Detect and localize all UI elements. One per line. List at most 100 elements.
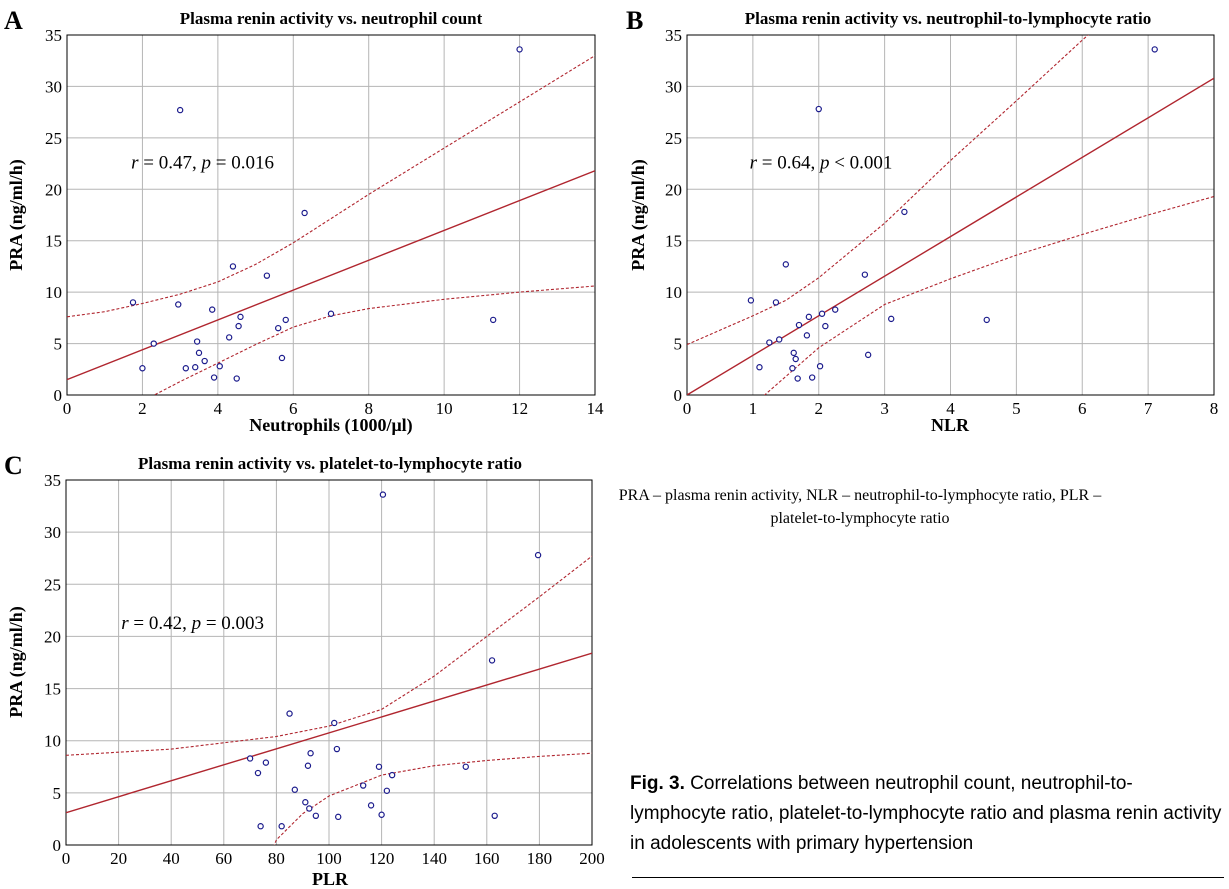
chart-title-b: Plasma renin activity vs. neutrophil-to-… xyxy=(745,9,1151,28)
x-tick-label-b-2: 2 xyxy=(815,399,824,418)
x-tick-label-c-10: 200 xyxy=(579,849,605,868)
data-points-a xyxy=(129,46,523,382)
x-tick-label-a-2: 4 xyxy=(214,399,223,418)
caption-label: Fig. 3. xyxy=(630,773,685,794)
x-tick-label-b-1: 1 xyxy=(749,399,758,418)
data-point-c-10 xyxy=(307,750,314,757)
y-tick-label-c-5: 25 xyxy=(44,575,61,594)
y-tick-label-c-1: 5 xyxy=(53,784,62,803)
data-point-a-15 xyxy=(233,375,240,382)
data-point-c-23 xyxy=(488,657,496,664)
x-tick-label-a-3: 6 xyxy=(289,399,298,418)
y-axis-label-b: PRA (ng/ml/h) xyxy=(628,159,649,271)
y-tick-label-c-2: 10 xyxy=(44,732,61,751)
data-point-b-0 xyxy=(747,297,755,304)
data-point-c-24 xyxy=(491,812,498,820)
caption-text: Correlations between neutrophil count, n… xyxy=(630,773,1222,854)
data-point-c-11 xyxy=(312,812,320,820)
data-point-a-7 xyxy=(193,338,201,345)
data-point-a-17 xyxy=(237,313,244,321)
data-point-c-9 xyxy=(306,805,313,812)
data-point-a-19 xyxy=(275,324,282,332)
x-tick-label-c-5: 100 xyxy=(316,849,342,868)
data-point-c-19 xyxy=(379,491,387,498)
r-symbol-a: r xyxy=(131,153,139,174)
data-points-c xyxy=(246,491,542,830)
panel-letter-b: B xyxy=(626,6,643,35)
confidence-band-upper-a xyxy=(67,55,595,318)
data-point-b-9 xyxy=(794,375,801,382)
correlation-annotation-b: r = 0.64, p < 0.001 xyxy=(750,153,893,174)
data-point-b-8 xyxy=(792,355,799,363)
y-tick-label-a-5: 25 xyxy=(45,129,62,148)
tick-labels-c: 0 20 40 60 80 100 120 140 160 180 200 0 5 10 15 20 25 30 3… xyxy=(44,471,605,868)
data-point-a-6 xyxy=(192,364,199,371)
x-tick-label-a-0: 0 xyxy=(63,399,72,418)
x-axis-label-c: PLR xyxy=(312,869,349,889)
gridlines-c xyxy=(66,480,592,845)
y-tick-label-b-6: 30 xyxy=(665,77,682,96)
data-point-a-5 xyxy=(182,365,189,372)
data-point-c-17 xyxy=(375,763,383,770)
data-point-c-6 xyxy=(291,786,299,793)
y-tick-label-b-7: 35 xyxy=(665,26,682,45)
data-point-a-4 xyxy=(176,106,184,114)
data-point-c-2 xyxy=(257,823,264,830)
data-point-a-3 xyxy=(175,301,182,308)
p-symbol-b: p xyxy=(818,153,830,174)
plot-frame-a xyxy=(66,34,596,396)
panel-letter-a: A xyxy=(4,6,23,35)
data-point-a-8 xyxy=(195,349,203,357)
data-point-c-22 xyxy=(462,763,469,770)
data-point-b-17 xyxy=(822,322,829,330)
caption-rule xyxy=(632,877,1224,878)
data-point-a-10 xyxy=(208,306,216,313)
data-point-a-16 xyxy=(235,322,242,330)
p-value-b: < 0.001 xyxy=(829,153,892,174)
y-tick-label-c-4: 20 xyxy=(44,627,61,646)
x-tick-label-a-5: 10 xyxy=(436,399,453,418)
y-tick-label-b-3: 15 xyxy=(665,232,682,251)
correlation-annotation-a: r = 0.47, p = 0.016 xyxy=(131,153,274,174)
x-tick-label-b-3: 3 xyxy=(880,399,889,418)
x-tick-label-c-0: 0 xyxy=(62,849,71,868)
confidence-band-upper-b xyxy=(687,35,1089,346)
panel-letter-c: C xyxy=(4,451,23,480)
x-tick-label-b-4: 4 xyxy=(946,399,955,418)
data-point-a-11 xyxy=(210,374,218,381)
x-tick-label-c-1: 20 xyxy=(110,849,127,868)
y-tick-label-a-1: 5 xyxy=(54,335,63,354)
y-tick-label-c-6: 30 xyxy=(44,523,61,542)
chart-title-a: Plasma renin activity vs. neutrophil cou… xyxy=(180,9,483,28)
y-axis-label-c: PRA (ng/ml/h) xyxy=(6,606,27,718)
confidence-band-lower-a xyxy=(153,285,595,395)
x-tick-label-b-7: 7 xyxy=(1144,399,1153,418)
data-points-b xyxy=(747,46,1158,382)
confidence-bands-b xyxy=(687,35,1214,395)
y-tick-label-b-0: 0 xyxy=(674,386,683,405)
x-tick-label-a-7: 14 xyxy=(587,399,605,418)
x-tick-label-c-4: 80 xyxy=(268,849,285,868)
y-tick-label-b-4: 20 xyxy=(665,180,682,199)
data-point-b-15 xyxy=(816,363,824,370)
data-point-b-18 xyxy=(832,306,839,313)
regression-line-b xyxy=(687,77,1214,395)
plot-frame-b xyxy=(686,34,1215,396)
panel-c: C Plasma renin activity vs. platelet-to-… xyxy=(4,451,605,889)
fit-line-c xyxy=(66,652,592,814)
y-tick-label-a-7: 35 xyxy=(45,26,62,45)
data-point-c-20 xyxy=(383,787,391,794)
x-tick-label-c-8: 160 xyxy=(474,849,500,868)
data-point-a-21 xyxy=(282,316,289,324)
data-point-a-20 xyxy=(278,354,286,362)
y-tick-label-a-4: 20 xyxy=(45,180,62,199)
confidence-bands-a xyxy=(67,55,595,395)
data-point-b-13 xyxy=(808,374,816,381)
data-point-c-16 xyxy=(367,802,375,809)
data-point-c-15 xyxy=(359,782,367,789)
tick-labels-b: 0 1 2 3 4 5 6 7 8 0 5 10 15 20 25 30 35 xyxy=(665,26,1218,418)
x-tick-label-a-1: 2 xyxy=(138,399,147,418)
data-point-b-14 xyxy=(815,105,822,113)
y-tick-label-a-0: 0 xyxy=(54,386,63,405)
